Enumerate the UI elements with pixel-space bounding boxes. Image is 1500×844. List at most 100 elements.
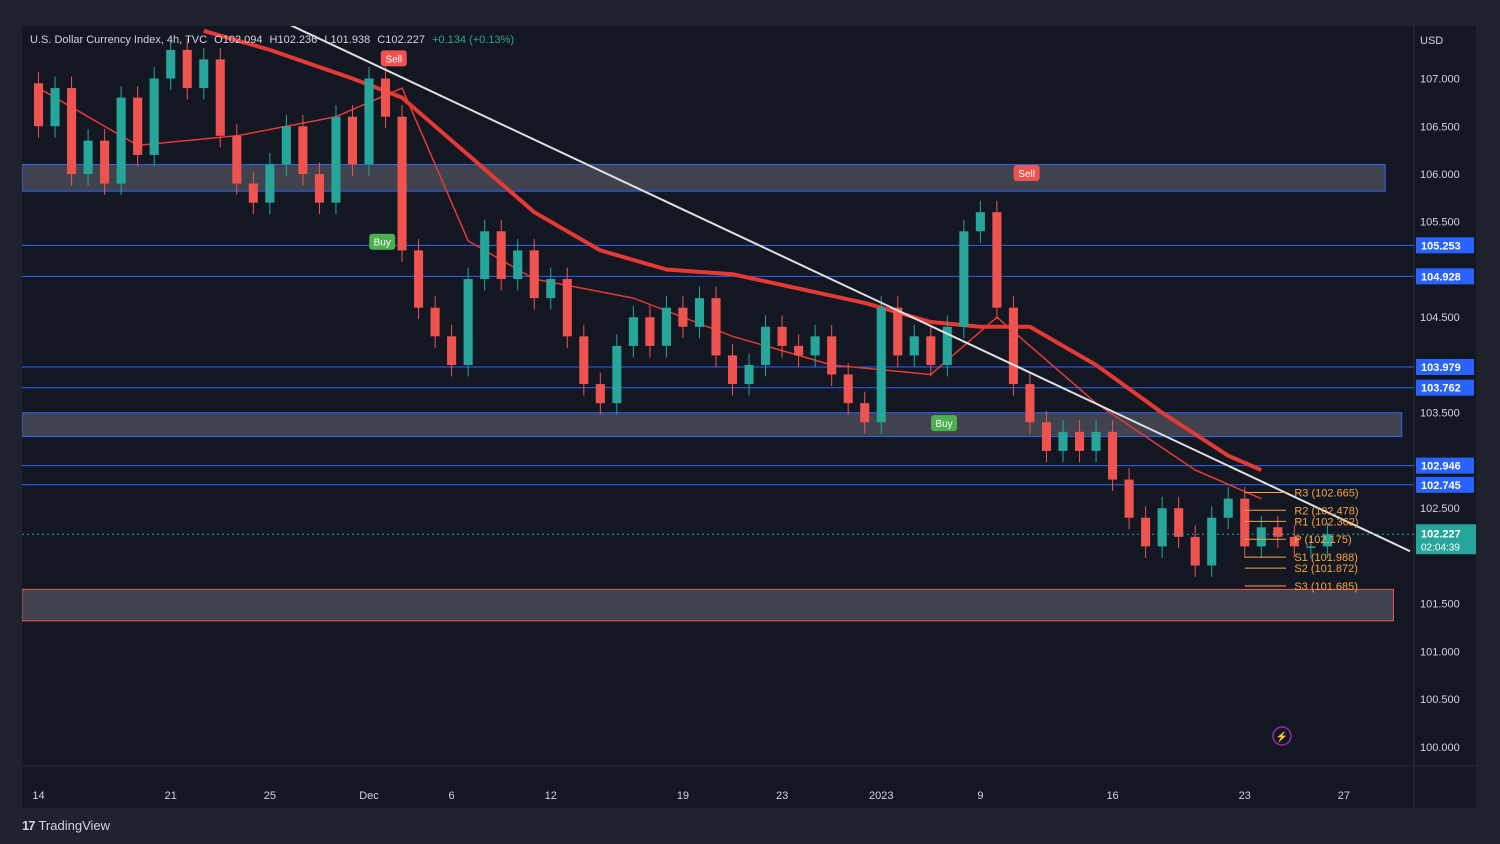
candle-38 xyxy=(661,307,671,346)
candle-74 xyxy=(1256,527,1266,547)
ohlc-high: H102.236 xyxy=(269,34,318,46)
signal-label-3: Buy xyxy=(935,419,952,430)
chart-frame: USD 105.253 104.928 103.979 103.762 102.946 10… xyxy=(22,26,1476,808)
candle-30 xyxy=(529,250,539,299)
pivot-label-1: R2 (102.478) xyxy=(1294,505,1358,517)
candle-20 xyxy=(364,78,374,165)
candle-2 xyxy=(67,88,77,174)
candle-76 xyxy=(1289,536,1299,547)
level-label-3: 103.762 xyxy=(1421,383,1461,395)
candle-25 xyxy=(447,336,457,365)
candle-32 xyxy=(562,279,572,337)
level-label-0: 105.253 xyxy=(1421,240,1461,252)
candle-5 xyxy=(116,97,126,184)
candle-48 xyxy=(827,336,837,375)
candle-3 xyxy=(83,140,93,174)
level-badge-5 xyxy=(1416,476,1474,493)
candle-41 xyxy=(711,298,721,356)
ohlc-low: L101.938 xyxy=(324,34,371,46)
pivot-label-5: S2 (101.872) xyxy=(1294,563,1358,575)
x-tick-1: 21 xyxy=(165,790,177,802)
price-chart[interactable]: USD 105.253 104.928 103.979 103.762 102.946 10… xyxy=(22,26,1476,808)
candle-14 xyxy=(265,164,275,203)
candle-26 xyxy=(463,279,473,365)
signal-badge-2 xyxy=(1013,165,1040,181)
candle-22 xyxy=(397,116,407,251)
candle-56 xyxy=(959,231,969,327)
candle-24 xyxy=(430,307,440,337)
level-badge-0 xyxy=(1416,237,1474,254)
candle-23 xyxy=(414,250,424,308)
candle-75 xyxy=(1273,527,1283,537)
x-tick-10: 16 xyxy=(1106,790,1118,802)
lightning-glyph: ⚡ xyxy=(1276,730,1288,743)
candle-43 xyxy=(744,364,754,385)
candle-31 xyxy=(546,279,556,299)
level-badge-3 xyxy=(1416,379,1474,396)
candle-50 xyxy=(860,403,870,423)
candle-67 xyxy=(1141,517,1151,547)
x-tick-5: 12 xyxy=(545,790,557,802)
trendline xyxy=(289,26,1411,553)
y-tick-0: 107.000 xyxy=(1420,74,1460,86)
pivot-label-6: S3 (101.685) xyxy=(1294,581,1358,593)
last-price-label: 102.227 xyxy=(1421,528,1461,540)
countdown-label: 02:04:39 xyxy=(1421,542,1460,553)
last-price-badge xyxy=(1416,524,1476,555)
candle-6 xyxy=(133,97,143,155)
ohlc-close: C102.227 xyxy=(377,34,425,46)
signal-label-2: Sell xyxy=(1018,169,1035,180)
x-tick-12: 27 xyxy=(1338,790,1350,802)
x-tick-7: 23 xyxy=(776,790,788,802)
tradingview-brand[interactable]: 17 TradingView xyxy=(22,818,110,833)
candle-72 xyxy=(1223,498,1233,518)
candle-9 xyxy=(182,49,192,89)
candle-62 xyxy=(1058,431,1068,451)
candle-52 xyxy=(893,307,903,356)
y-tick-8: 101.000 xyxy=(1420,646,1460,658)
signal-label-0: Sell xyxy=(385,54,402,65)
candle-15 xyxy=(281,126,291,165)
x-tick-4: 6 xyxy=(449,790,455,802)
ohlc-open: O102.094 xyxy=(214,34,263,46)
candle-53 xyxy=(909,336,919,356)
candle-54 xyxy=(926,336,936,365)
y-tick-3: 105.500 xyxy=(1420,217,1460,229)
level-label-5: 102.745 xyxy=(1421,480,1461,492)
candle-73 xyxy=(1240,498,1250,547)
pivot-label-3: P (102.175) xyxy=(1294,534,1351,546)
symbol-name: U.S. Dollar Currency Index, 4h, TVC xyxy=(30,34,208,46)
candle-58 xyxy=(992,212,1002,308)
candle-46 xyxy=(794,345,804,356)
candle-11 xyxy=(215,59,225,136)
candle-13 xyxy=(248,183,258,203)
x-tick-2: 25 xyxy=(264,790,276,802)
x-tick-9: 9 xyxy=(977,790,983,802)
candle-28 xyxy=(496,231,506,280)
candle-68 xyxy=(1157,508,1167,547)
x-tick-3: Dec xyxy=(359,790,379,802)
x-tick-6: 19 xyxy=(677,790,689,802)
candle-49 xyxy=(843,374,853,404)
candle-65 xyxy=(1108,431,1118,480)
candle-55 xyxy=(942,326,952,365)
candle-45 xyxy=(777,326,787,346)
y-tick-2: 106.000 xyxy=(1420,169,1460,181)
zone-2 xyxy=(22,588,1394,622)
zone-0 xyxy=(22,163,1386,192)
candle-1 xyxy=(50,88,60,127)
level-badge-4 xyxy=(1416,457,1474,474)
candle-71 xyxy=(1207,517,1217,566)
candle-61 xyxy=(1041,422,1052,451)
candle-44 xyxy=(761,326,771,365)
candle-57 xyxy=(975,212,985,232)
candle-40 xyxy=(694,298,705,327)
pivot-label-0: R3 (102.665) xyxy=(1294,487,1358,499)
candle-60 xyxy=(1025,384,1035,423)
candle-64 xyxy=(1091,431,1101,451)
y-tick-6: 102.500 xyxy=(1420,503,1460,515)
candle-47 xyxy=(810,336,820,356)
tradingview-logo-icon: 17 xyxy=(22,818,36,833)
candle-35 xyxy=(612,345,622,404)
candle-59 xyxy=(1008,307,1018,385)
